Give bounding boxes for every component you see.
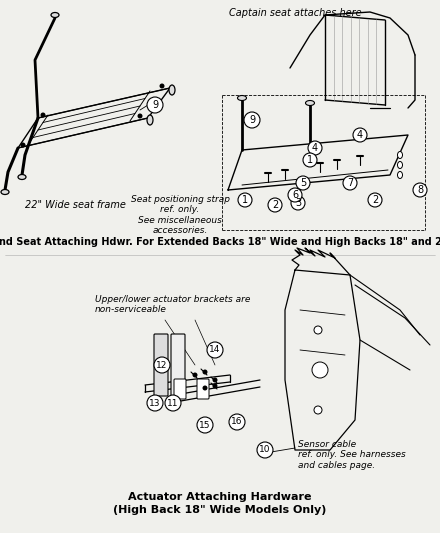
Circle shape [303, 153, 317, 167]
Text: 6: 6 [292, 190, 298, 200]
Circle shape [238, 193, 252, 207]
FancyBboxPatch shape [171, 334, 185, 396]
Ellipse shape [397, 172, 403, 179]
Text: Sensor cable
ref. only. See harnesses
and cables page.: Sensor cable ref. only. See harnesses an… [298, 440, 406, 470]
Text: (High Back 18" Wide Models Only): (High Back 18" Wide Models Only) [114, 505, 326, 515]
Circle shape [288, 188, 302, 202]
Text: Captain seat attaches here: Captain seat attaches here [229, 8, 361, 18]
Text: 9: 9 [249, 115, 255, 125]
Circle shape [147, 97, 163, 113]
Circle shape [193, 373, 198, 377]
Circle shape [160, 84, 165, 88]
Text: 15: 15 [199, 421, 211, 430]
Text: 22" Wide seat frame: 22" Wide seat frame [25, 200, 125, 210]
FancyBboxPatch shape [174, 379, 186, 399]
Ellipse shape [147, 115, 153, 125]
Circle shape [202, 385, 208, 391]
Circle shape [291, 196, 305, 210]
Circle shape [268, 198, 282, 212]
Circle shape [353, 128, 367, 142]
Circle shape [413, 183, 427, 197]
Circle shape [165, 395, 181, 411]
Circle shape [343, 176, 357, 190]
Circle shape [138, 114, 143, 118]
Text: 1: 1 [307, 155, 313, 165]
Circle shape [21, 142, 26, 148]
FancyBboxPatch shape [154, 334, 168, 396]
FancyBboxPatch shape [197, 379, 209, 399]
Text: 16: 16 [231, 417, 243, 426]
Text: 1: 1 [242, 195, 248, 205]
Text: Upper/lower actuator brackets are
non-serviceable: Upper/lower actuator brackets are non-se… [95, 295, 250, 314]
Circle shape [213, 384, 217, 389]
Circle shape [207, 342, 223, 358]
Circle shape [229, 414, 245, 430]
Text: 2: 2 [272, 200, 278, 210]
Text: 2: 2 [372, 195, 378, 205]
Text: 8: 8 [417, 185, 423, 195]
Ellipse shape [18, 174, 26, 180]
Circle shape [368, 193, 382, 207]
Circle shape [213, 377, 217, 383]
Ellipse shape [305, 101, 315, 106]
Ellipse shape [51, 12, 59, 18]
Ellipse shape [397, 151, 403, 158]
Text: Frame and Seat Attaching Hdwr. For Extended Backs 18" Wide and High Backs 18" an: Frame and Seat Attaching Hdwr. For Exten… [0, 237, 440, 247]
Text: 10: 10 [259, 446, 271, 455]
Ellipse shape [1, 190, 9, 195]
Circle shape [40, 112, 45, 117]
Circle shape [314, 406, 322, 414]
Circle shape [202, 369, 208, 375]
Circle shape [147, 395, 163, 411]
Text: 3: 3 [295, 198, 301, 208]
Text: 4: 4 [312, 143, 318, 153]
Circle shape [244, 112, 260, 128]
Text: 7: 7 [347, 178, 353, 188]
Text: 9: 9 [152, 100, 158, 110]
Text: 4: 4 [357, 130, 363, 140]
Text: Seat positioning strap
ref. only.
See miscellaneous
accessories.: Seat positioning strap ref. only. See mi… [131, 195, 230, 235]
Ellipse shape [169, 85, 175, 95]
Ellipse shape [397, 161, 403, 168]
Circle shape [312, 362, 328, 378]
Text: 11: 11 [167, 399, 179, 408]
Text: 14: 14 [209, 345, 221, 354]
Circle shape [308, 141, 322, 155]
Text: 12: 12 [156, 360, 168, 369]
Ellipse shape [238, 95, 246, 101]
Text: 13: 13 [149, 399, 161, 408]
Text: 5: 5 [300, 178, 306, 188]
Text: Actuator Attaching Hardware: Actuator Attaching Hardware [128, 492, 312, 502]
Circle shape [296, 176, 310, 190]
Circle shape [257, 442, 273, 458]
Circle shape [314, 326, 322, 334]
Circle shape [197, 417, 213, 433]
Circle shape [154, 357, 170, 373]
